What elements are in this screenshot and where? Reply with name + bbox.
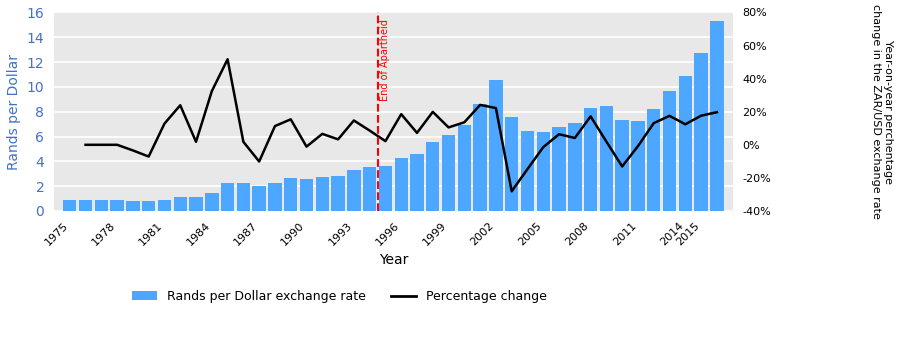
- Bar: [268, 183, 282, 211]
- Bar: [599, 107, 613, 211]
- Bar: [237, 183, 250, 211]
- Bar: [647, 109, 661, 211]
- Legend: Rands per Dollar exchange rate, Percentage change: Rands per Dollar exchange rate, Percenta…: [127, 285, 552, 308]
- Bar: [442, 135, 455, 211]
- Bar: [379, 166, 392, 211]
- Bar: [584, 108, 598, 211]
- Bar: [710, 22, 724, 211]
- Bar: [695, 53, 707, 211]
- Bar: [111, 200, 124, 211]
- Bar: [316, 177, 329, 211]
- Bar: [679, 76, 692, 211]
- Bar: [300, 179, 313, 211]
- Text: End of Apartheid: End of Apartheid: [380, 19, 390, 101]
- Bar: [473, 104, 487, 211]
- Bar: [426, 142, 439, 211]
- Bar: [394, 157, 408, 211]
- Bar: [284, 179, 297, 211]
- Bar: [616, 120, 629, 211]
- Bar: [363, 167, 376, 211]
- Bar: [253, 186, 266, 211]
- Bar: [347, 170, 361, 211]
- Y-axis label: Rands per Dollar: Rands per Dollar: [7, 54, 21, 170]
- Bar: [158, 200, 171, 211]
- Bar: [521, 131, 535, 211]
- Bar: [662, 91, 676, 211]
- Bar: [63, 200, 76, 211]
- Bar: [568, 124, 581, 211]
- Bar: [457, 125, 471, 211]
- Bar: [536, 132, 550, 211]
- Bar: [631, 121, 644, 211]
- Bar: [126, 201, 140, 211]
- Bar: [505, 117, 518, 211]
- X-axis label: Year: Year: [379, 253, 408, 267]
- Bar: [79, 200, 92, 211]
- Bar: [94, 200, 108, 211]
- Bar: [220, 183, 234, 211]
- Bar: [553, 127, 566, 211]
- Bar: [189, 197, 202, 211]
- Y-axis label: Year-on-year perchentage
change in the ZAR/USD exchange rate: Year-on-year perchentage change in the Z…: [871, 4, 893, 219]
- Bar: [174, 197, 187, 211]
- Bar: [410, 154, 424, 211]
- Bar: [142, 201, 156, 211]
- Bar: [490, 80, 502, 211]
- Bar: [205, 193, 219, 211]
- Bar: [331, 175, 345, 211]
